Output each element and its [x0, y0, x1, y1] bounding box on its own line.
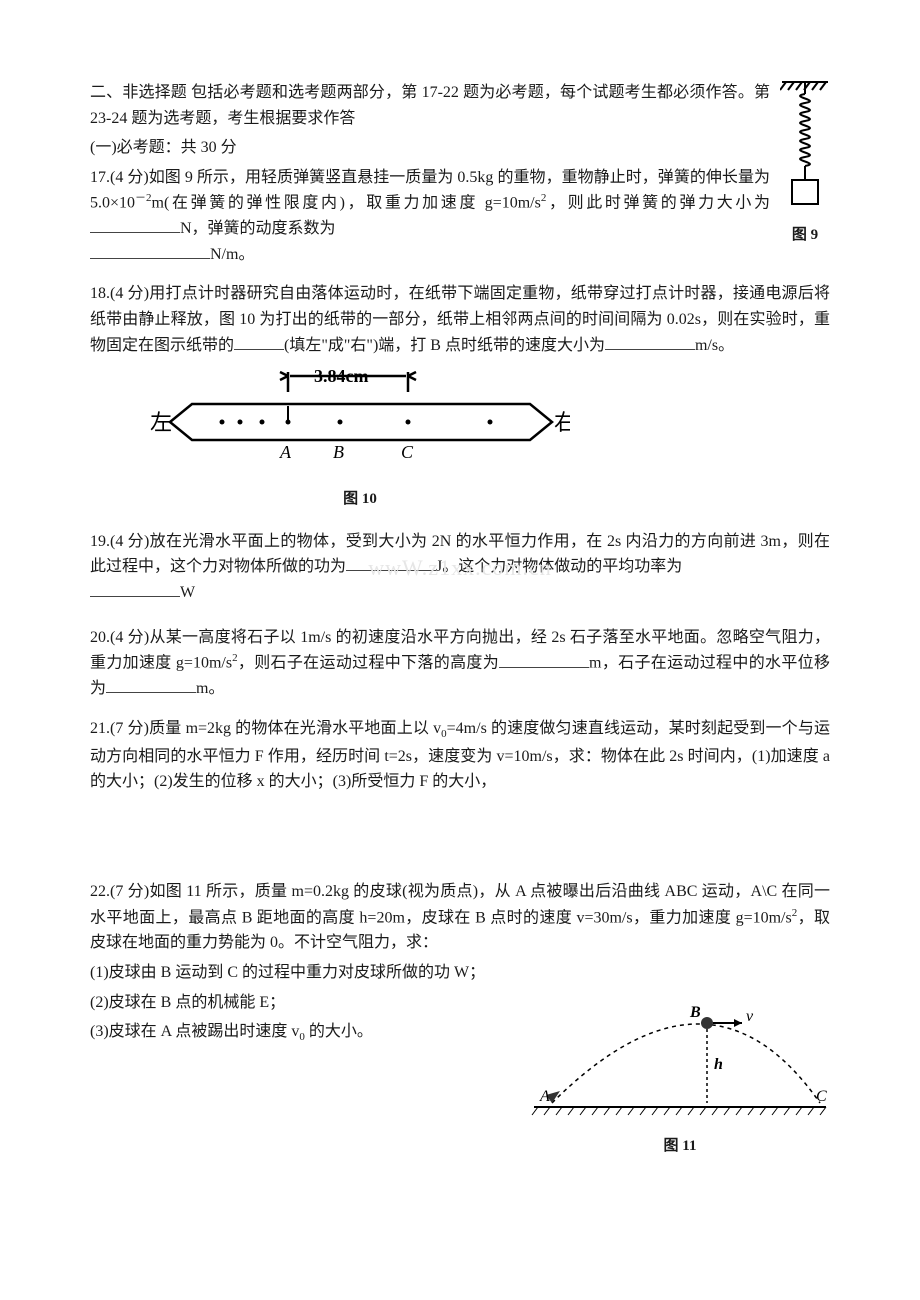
tape-svg: 3.84cm A B C 左 右 [150, 364, 570, 484]
spring-svg [780, 80, 830, 210]
q17-blank-2 [90, 242, 210, 259]
question-18: 18.(4 分)用打点计时器研究自由落体运动时，在纸带下端固定重物，纸带穿过打点… [90, 281, 830, 358]
q21-text-a: 21.(7 分)质量 m=2kg 的物体在光滑水平地面上以 v [90, 720, 441, 737]
projectile-svg: B v h A C [530, 995, 830, 1125]
question-22: 22.(7 分)如图 11 所示，质量 m=0.2kg 的皮球(视为质点)，从 … [90, 879, 830, 956]
q22-part-1: (1)皮球由 B 运动到 C 的过程中重力对皮球所做的功 W； [90, 960, 830, 986]
q22-p3-a: (3)皮球在 A 点被踢出时速度 v [90, 1023, 299, 1040]
q17-text-c: ，则此时弹簧的弹力大小为 [546, 195, 770, 212]
q19-blank-1 [346, 554, 436, 571]
section-header-2: (一)必考题：共 30 分 [90, 135, 830, 161]
figure-11-projectile: B v h A C 图 11 [530, 995, 830, 1158]
q18-blank-2 [605, 333, 695, 350]
tape-right-label: 右 [554, 410, 570, 435]
q20-blank-2 [106, 676, 196, 693]
spacer-1 [90, 799, 830, 879]
exam-page: 图 9 二、非选择题 包括必考题和选考题两部分，第 17-22 题为必考题，每个… [0, 0, 920, 1218]
q17-unit2: N/m。 [210, 246, 254, 263]
proj-label-h: h [714, 1056, 723, 1073]
q19-unit1: J。这个力对物体做动的平均功率为 [436, 558, 682, 575]
tape-left-label: 左 [150, 410, 172, 435]
question-17: 17.(4 分)如图 9 所示，用轻质弹簧竖直悬挂一质量为 0.5kg 的重物，… [90, 165, 830, 268]
q17-text-b: m(在弹簧的弹性限度内)，取重力加速度 g=10m/s [152, 195, 541, 212]
proj-label-b: B [689, 1004, 701, 1021]
question-19: 19.(4 分)放在光滑水平面上的物体，受到大小为 2N 的水平恒力作用，在 2… [90, 529, 830, 606]
proj-label-c: C [816, 1088, 827, 1105]
q17-exp: －2 [135, 192, 152, 204]
figure-9-caption: 图 9 [780, 223, 830, 247]
q20-blank-1 [499, 651, 589, 668]
q22-p3-b: 的大小。 [305, 1023, 373, 1040]
figure-9-spring: 图 9 [780, 80, 830, 247]
q17-unit1: N，弹簧的动度系数为 [180, 220, 336, 237]
q18-blank-1 [234, 333, 284, 350]
q20-unit2: m。 [196, 680, 224, 697]
q19-blank-2 [90, 580, 180, 597]
q18-unit: m/s。 [695, 337, 734, 354]
question-21: 21.(7 分)质量 m=2kg 的物体在光滑水平地面上以 v0=4m/s 的速… [90, 716, 830, 795]
figure-11-caption: 图 11 [530, 1134, 830, 1158]
figure-10-tape: 3.84cm A B C 左 右 图 10 [150, 364, 830, 511]
q18-hint: (填左"成"右")端，打 B 点时纸带的速度大小为 [284, 337, 605, 354]
proj-label-a: A [539, 1088, 550, 1105]
section-header-1: 二、非选择题 包括必考题和选考题两部分，第 17-22 题为必考题，每个试题考生… [90, 80, 830, 131]
q17-blank-1 [90, 216, 180, 233]
tape-label-c: C [401, 442, 414, 462]
figure-10-caption: 图 10 [150, 487, 570, 511]
question-20: 20.(4 分)从某一高度将石子以 1m/s 的初速度沿水平方向抛出，经 2s … [90, 625, 830, 702]
tape-label-b: B [333, 442, 344, 462]
q22-text-a: 22.(7 分)如图 11 所示，质量 m=0.2kg 的皮球(视为质点)，从 … [90, 883, 830, 926]
q19-unit2: W [180, 584, 195, 601]
proj-label-v: v [746, 1008, 754, 1025]
q20-text-b: ，则石子在运动过程中下落的高度为 [238, 655, 499, 672]
tape-measure-label: 3.84cm [314, 366, 368, 386]
tape-label-a: A [279, 442, 292, 462]
